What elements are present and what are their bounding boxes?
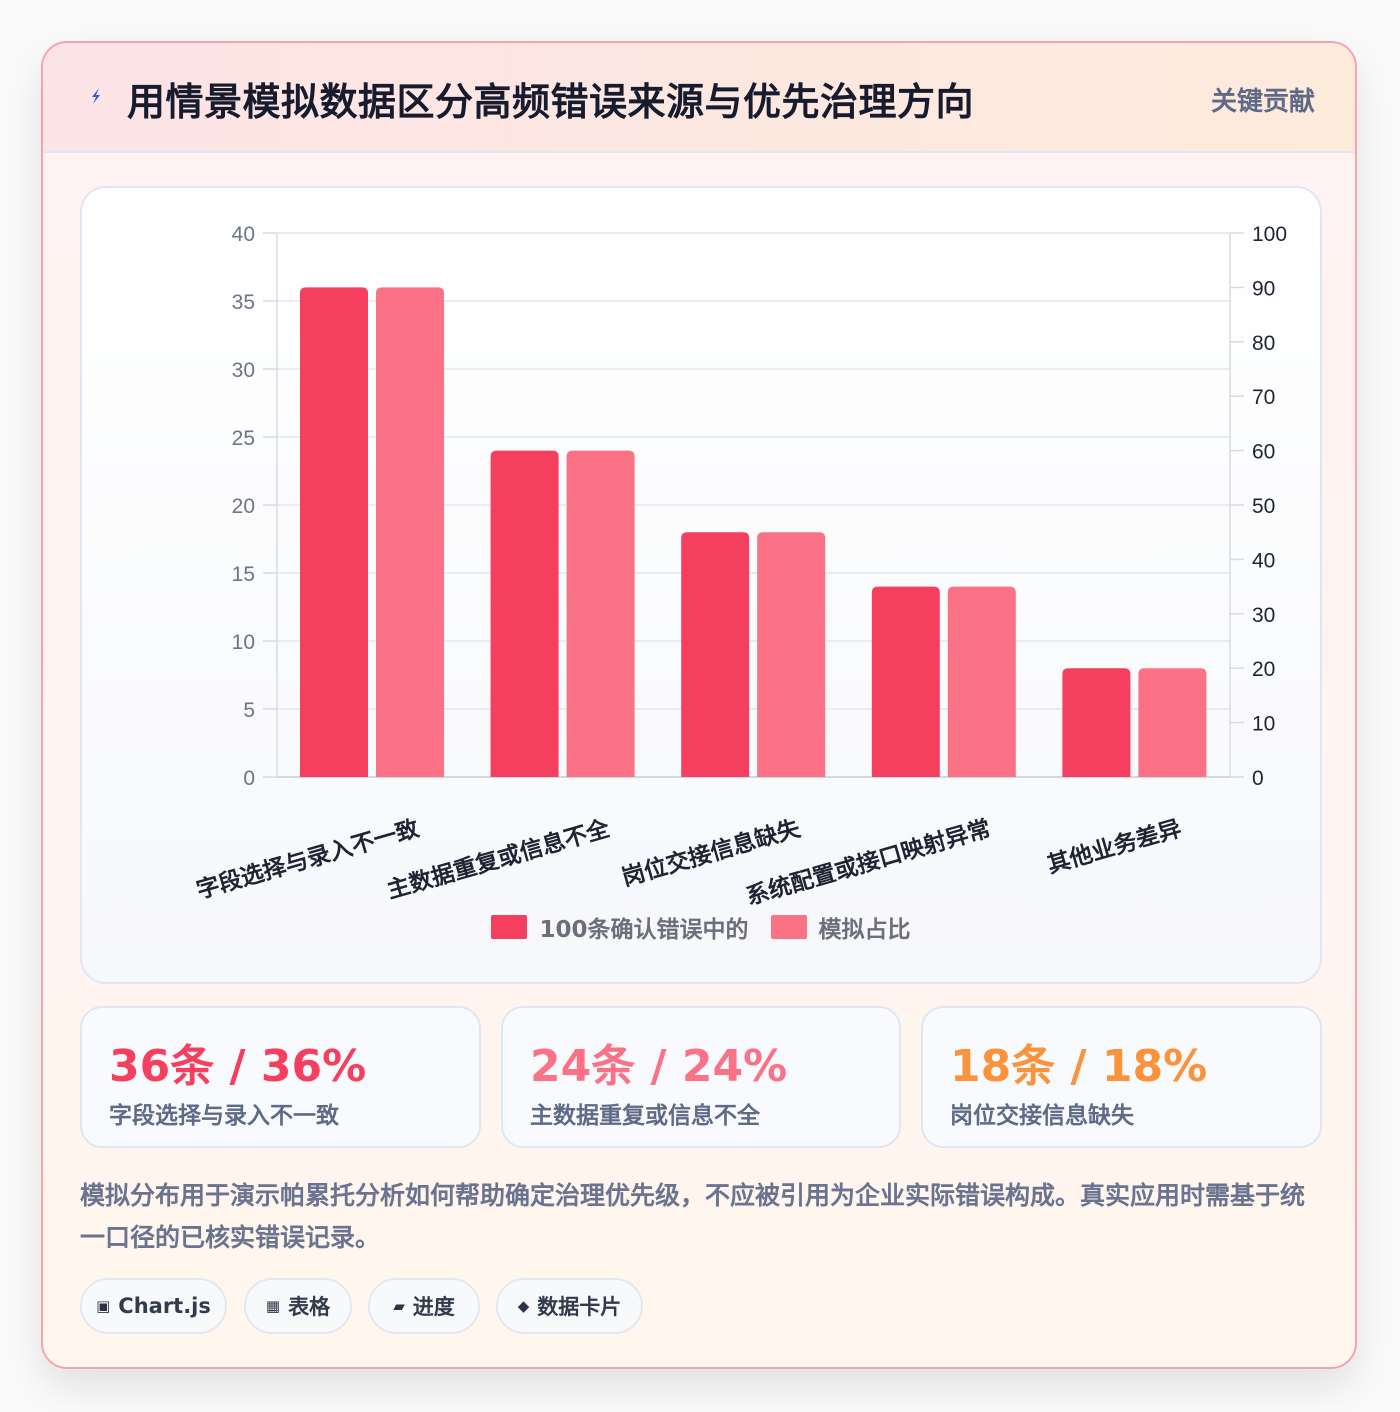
chart-icon: ▣ <box>96 1297 111 1315</box>
y-left-tick-label: 40 <box>232 223 255 246</box>
key-contribution-tag: 关键贡献 <box>1210 87 1315 117</box>
y-right-tick-label: 0 <box>1252 767 1264 790</box>
card-header: 用情景模拟数据区分高频错误来源与优先治理方向 关键贡献 <box>43 43 1355 153</box>
y-left-tick-label: 30 <box>232 359 255 382</box>
stat-card-handover: 18条 / 18% 岗位交接信息缺失 <box>921 1006 1322 1148</box>
stat-value: 18条 / 18% <box>950 1041 1208 1092</box>
chip-data-card[interactable]: ◆ 数据卡片 <box>496 1278 643 1334</box>
stat-label: 岗位交接信息缺失 <box>950 1103 1134 1129</box>
stat-value: 24条 / 24% <box>530 1041 788 1092</box>
y-right-tick-label: 60 <box>1252 441 1275 464</box>
bar-chart: 05101520253035400102030405060708090100字段… <box>193 223 1287 908</box>
y-right-tick-label: 10 <box>1252 713 1275 736</box>
y-right-tick-label: 90 <box>1252 277 1275 300</box>
bar-series-1 <box>1062 668 1131 777</box>
report-card: 用情景模拟数据区分高频错误来源与优先治理方向 关键贡献 0 5 10 15 20 25 30… <box>41 41 1357 1369</box>
table-icon: ▦ <box>265 1297 281 1315</box>
legend-swatch-series-2 <box>770 915 807 939</box>
chip-label: Chart.js <box>118 1294 211 1318</box>
stat-card-field-mismatch: 36条 / 36% 字段选择与录入不一致 <box>80 1006 481 1148</box>
y-right-tick-label: 20 <box>1252 658 1275 681</box>
stat-label: 字段选择与录入不一致 <box>109 1103 339 1129</box>
legend-item-series-1[interactable]: 100条确认错误中的 <box>491 910 749 944</box>
y-right-tick-label: 40 <box>1252 549 1275 572</box>
legend-swatch-series-1 <box>491 915 528 939</box>
stat-card-master-data: 24条 / 24% 主数据重复或信息不全 <box>501 1006 901 1148</box>
bar-series-2 <box>1138 668 1207 777</box>
x-tick-label: 主数据重复或信息不全 <box>384 815 613 905</box>
bar-series-2 <box>757 532 826 777</box>
y-right-tick-label: 80 <box>1252 332 1275 355</box>
y-right-tick-label: 50 <box>1252 495 1275 518</box>
y-left-tick-label: 25 <box>232 427 255 450</box>
page-title: 用情景模拟数据区分高频错误来源与优先治理方向 <box>127 80 975 124</box>
y-left-tick-label: 0 <box>243 767 255 790</box>
y-left-tick-label: 20 <box>232 495 255 518</box>
progress-icon: ▰ <box>393 1297 405 1315</box>
y-left-tick-label: 10 <box>232 631 255 654</box>
x-tick-label: 其他业务差异 <box>1044 815 1184 879</box>
y-right-tick-label: 100 <box>1252 223 1287 246</box>
bar-series-1 <box>300 287 368 777</box>
bar-series-2 <box>947 586 1016 777</box>
y-left-tick-label: 35 <box>232 291 255 314</box>
bar-series-2 <box>376 287 444 777</box>
legend-item-series-2[interactable]: 模拟占比 <box>770 910 911 944</box>
data-card-icon: ◆ <box>517 1297 530 1315</box>
legend-label-series-2: 模拟占比 <box>818 917 911 943</box>
bar-series-1 <box>871 586 940 777</box>
bar-series-1 <box>490 450 559 777</box>
chip-label: 表格 <box>288 1295 331 1319</box>
y-left-tick-label: 15 <box>232 563 255 586</box>
chart-panel: 0 5 10 15 20 25 30 35 40 0 10 20 30 40 50 60 70 80 90 100 字段… <box>80 186 1322 984</box>
y-right-tick-label: 70 <box>1252 386 1275 409</box>
chip-progress[interactable]: ▰ 进度 <box>368 1278 480 1334</box>
chip-chartjs[interactable]: ▣ Chart.js <box>80 1278 227 1334</box>
y-right-tick-label: 30 <box>1252 604 1275 627</box>
bar-series-1 <box>681 532 750 777</box>
legend-label-series-1: 100条确认错误中的 <box>539 917 749 943</box>
stat-value: 36条 / 36% <box>109 1041 367 1092</box>
chip-table[interactable]: ▦ 表格 <box>244 1278 352 1334</box>
lightning-icon <box>92 88 100 104</box>
chart-legend: 100条确认错误中的 模拟占比 <box>82 910 1320 944</box>
chip-label: 数据卡片 <box>537 1295 622 1319</box>
bar-series-2 <box>566 450 635 777</box>
chip-label: 进度 <box>412 1295 455 1319</box>
stat-label: 主数据重复或信息不全 <box>530 1103 760 1129</box>
disclaimer-note: 模拟分布用于演示帕累托分析如何帮助确定治理优先级，不应被引用为企业实际错误构成。… <box>80 1181 1306 1252</box>
y-left-tick-label: 5 <box>243 699 255 722</box>
